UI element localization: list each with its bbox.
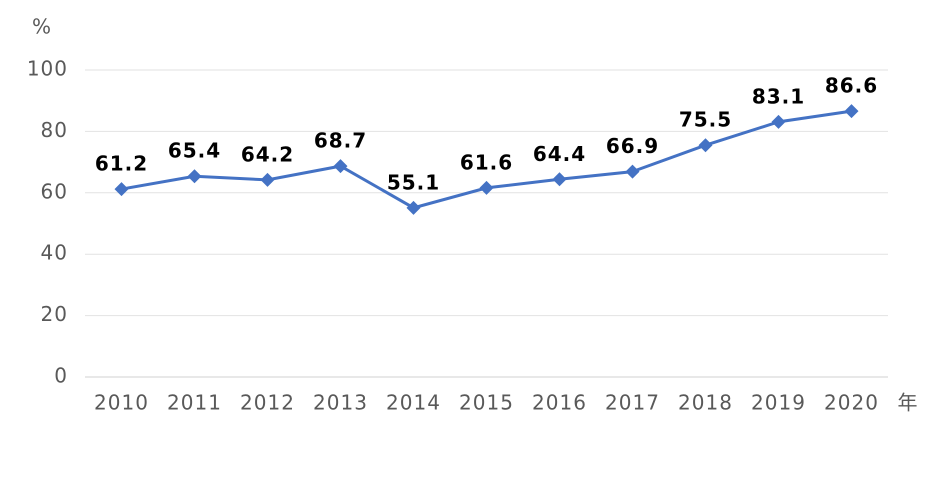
data-label: 65.4 bbox=[168, 139, 221, 163]
marker bbox=[479, 180, 494, 195]
x-tick-label: 2011 bbox=[167, 391, 222, 415]
y-unit: % bbox=[32, 15, 52, 39]
marker bbox=[114, 182, 129, 197]
data-label: 66.9 bbox=[606, 134, 659, 158]
data-label: 83.1 bbox=[752, 84, 805, 108]
marker bbox=[406, 200, 421, 215]
x-tick-label: 2016 bbox=[532, 391, 587, 415]
x-tick-label: 2017 bbox=[605, 391, 660, 415]
marker bbox=[260, 172, 275, 187]
marker bbox=[625, 164, 640, 179]
y-tick-label: 60 bbox=[41, 179, 68, 203]
data-label: 61.2 bbox=[95, 152, 148, 176]
data-label: 68.7 bbox=[314, 129, 367, 153]
x-tick-label: 2012 bbox=[240, 391, 295, 415]
x-tick-label: 2018 bbox=[678, 391, 733, 415]
y-tick-label: 40 bbox=[41, 241, 68, 265]
data-label: 75.5 bbox=[679, 108, 732, 132]
x-tick-label: 2019 bbox=[751, 391, 806, 415]
y-tick-label: 100 bbox=[27, 57, 68, 81]
marker bbox=[844, 104, 859, 119]
marker bbox=[552, 172, 567, 187]
x-tick-label: 2020 bbox=[824, 391, 879, 415]
data-label: 55.1 bbox=[387, 170, 440, 194]
x-tick-label: 2015 bbox=[459, 391, 514, 415]
x-unit: 年 bbox=[898, 391, 919, 415]
marker bbox=[698, 138, 713, 153]
marker bbox=[187, 169, 202, 184]
marker bbox=[333, 159, 348, 174]
x-tick-label: 2014 bbox=[386, 391, 441, 415]
data-label: 64.2 bbox=[241, 142, 294, 166]
data-label: 64.4 bbox=[533, 142, 586, 166]
y-tick-label: 0 bbox=[54, 364, 68, 388]
data-label: 86.6 bbox=[825, 74, 878, 98]
x-tick-label: 2010 bbox=[94, 391, 149, 415]
marker bbox=[771, 114, 786, 129]
y-tick-label: 80 bbox=[41, 118, 68, 142]
x-tick-label: 2013 bbox=[313, 391, 368, 415]
y-tick-label: 20 bbox=[41, 302, 68, 326]
data-label: 61.6 bbox=[460, 150, 513, 174]
